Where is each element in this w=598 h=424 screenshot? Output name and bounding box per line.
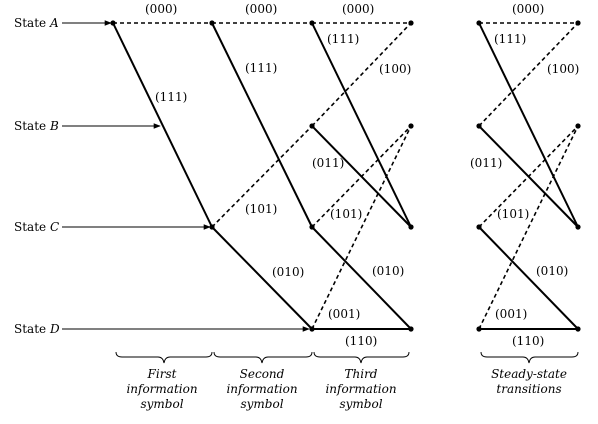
caption-steady-line2: transitions — [496, 382, 561, 396]
node-b-3 — [408, 123, 414, 129]
caption-third-line1: Third — [345, 367, 378, 381]
node-d-steady-out — [575, 326, 581, 332]
node-d-2 — [309, 326, 315, 332]
node-d-3 — [408, 326, 414, 332]
label-111-3: (111) — [327, 32, 359, 46]
branch-c-d-steady — [478, 226, 579, 330]
caption-steady-line1: Steady-state — [491, 367, 567, 381]
label-110-steady: (110) — [512, 334, 544, 348]
brace-first-symbol — [115, 351, 213, 364]
label-101-2: (101) — [245, 202, 277, 216]
label-010-3: (010) — [372, 264, 404, 278]
node-c-steady-out — [575, 224, 581, 230]
branch-d-b-steady — [478, 125, 579, 330]
label-000-2: (000) — [245, 2, 277, 16]
node-b-2 — [309, 123, 315, 129]
label-111-steady: (111) — [494, 32, 526, 46]
branch-b-a-3 — [311, 22, 412, 127]
node-c-3 — [408, 224, 414, 230]
label-010-2: (010) — [272, 265, 304, 279]
label-100-steady: (100) — [547, 62, 579, 76]
label-101-3: (101) — [330, 207, 362, 221]
state-d-label: State D — [14, 322, 60, 336]
caption-third-line2: information — [325, 382, 396, 396]
label-111-1: (111) — [155, 90, 187, 104]
label-101-steady: (101) — [497, 207, 529, 221]
branch-c-b-3 — [311, 125, 412, 228]
label-001-steady: (001) — [495, 307, 527, 321]
caption-second-line3: symbol — [240, 397, 283, 411]
branch-a-c-1 — [112, 22, 213, 228]
node-c-steady-in — [476, 224, 482, 230]
state-a-label: State A — [14, 16, 59, 30]
caption-first-line3: symbol — [140, 397, 183, 411]
label-100-3: (100) — [379, 62, 411, 76]
node-a-1 — [209, 20, 215, 26]
node-b-steady-out — [575, 123, 581, 129]
branch-b-a-steady — [478, 22, 579, 127]
node-a-2 — [309, 20, 315, 26]
node-c-1 — [209, 224, 215, 230]
brace-second-symbol — [213, 351, 313, 364]
label-001-3: (001) — [328, 307, 360, 321]
caption-first-line2: information — [126, 382, 197, 396]
brace-steady-state — [480, 351, 579, 364]
branch-c-b-steady — [478, 125, 579, 228]
node-c-2 — [309, 224, 315, 230]
label-000-3: (000) — [342, 2, 374, 16]
node-d-steady-in — [476, 326, 482, 332]
label-011-3: (011) — [312, 156, 344, 170]
caption-third-line3: symbol — [339, 397, 382, 411]
branch-d-b-3 — [311, 125, 412, 330]
branch-a-c-3 — [311, 22, 412, 228]
label-000-1: (000) — [145, 2, 177, 16]
label-010-steady: (010) — [536, 264, 568, 278]
state-c-label: State C — [14, 220, 59, 234]
caption-first-line1: First — [147, 367, 177, 381]
label-000-steady: (000) — [512, 2, 544, 16]
node-b-steady-in — [476, 123, 482, 129]
branch-a-c-steady — [478, 22, 579, 228]
brace-third-symbol — [313, 351, 410, 364]
node-a-0 — [110, 20, 116, 26]
state-b-label: State B — [14, 119, 59, 133]
node-a-steady-in — [476, 20, 482, 26]
label-011-steady: (011) — [470, 156, 502, 170]
label-111-2: (111) — [245, 61, 277, 75]
branch-a-c-2 — [211, 22, 313, 228]
caption-second-line1: Second — [240, 367, 285, 381]
node-a-3 — [408, 20, 414, 26]
trellis-nodes — [110, 20, 581, 332]
caption-second-line2: information — [226, 382, 297, 396]
branch-c-b-2 — [211, 125, 313, 228]
branch-c-d-3 — [311, 226, 412, 330]
label-110-3: (110) — [345, 334, 377, 348]
node-a-steady-out — [575, 20, 581, 26]
branch-c-d-2 — [211, 226, 313, 330]
